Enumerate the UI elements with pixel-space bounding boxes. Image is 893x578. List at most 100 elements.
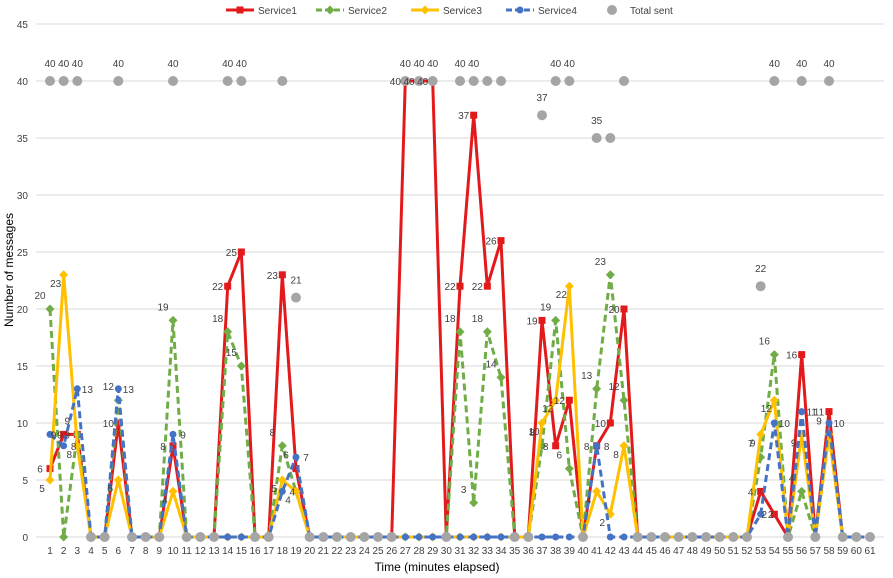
y-tick-label: 20 — [17, 305, 29, 316]
x-tick-label: 25 — [372, 546, 384, 557]
x-tick-label: 30 — [441, 546, 453, 557]
data-point-total-sent — [769, 76, 780, 86]
data-point-service1 — [798, 351, 806, 359]
data-label-service1: 26 — [485, 237, 497, 248]
data-label-total-sent: 40 — [44, 59, 56, 70]
data-label-service1: 10 — [595, 419, 607, 430]
x-tick-label: 28 — [413, 546, 425, 557]
x-tick-label: 29 — [427, 546, 439, 557]
data-label-total-sent: 40 — [564, 59, 576, 70]
data-point-service3 — [113, 475, 123, 485]
data-point-service1 — [456, 282, 464, 290]
data-label-service3: 5 — [108, 484, 114, 495]
y-tick-label: 30 — [17, 191, 29, 202]
x-tick-label: 40 — [577, 546, 589, 557]
data-label-service1: 10 — [103, 419, 115, 430]
legend-label-service3: Service3 — [443, 6, 482, 17]
y-tick-label: 25 — [17, 248, 29, 259]
legend-marker-service3 — [420, 5, 430, 15]
data-label-service3: 10 — [528, 427, 540, 438]
x-axis-title: Time (minutes elapsed) — [375, 560, 500, 574]
data-point-service4 — [224, 533, 232, 541]
legend-marker-total-sent — [607, 5, 617, 15]
data-label-total-sent: 35 — [591, 116, 603, 127]
data-point-service4 — [278, 487, 286, 495]
data-label-service3: 4 — [586, 495, 592, 506]
data-label-service3: 8 — [613, 450, 619, 461]
data-point-total-sent — [127, 532, 137, 542]
data-point-service2 — [236, 361, 246, 371]
data-point-service3 — [168, 486, 178, 496]
data-point-service4 — [552, 533, 560, 541]
x-tick-label: 26 — [386, 546, 398, 557]
data-point-service4 — [565, 533, 573, 541]
x-tick-label: 15 — [236, 546, 248, 557]
data-point-total-sent — [332, 532, 342, 542]
data-point-total-sent — [714, 532, 725, 542]
x-tick-label: 60 — [851, 546, 863, 557]
x-tick-label: 2 — [61, 546, 67, 557]
data-point-total-sent — [318, 532, 329, 542]
data-label-total-sent: 40 — [413, 59, 425, 70]
series-total-sent — [45, 76, 875, 542]
data-label-service4: 7 — [303, 453, 309, 464]
data-label-service3: 5 — [272, 484, 278, 495]
data-label-service1: 19 — [526, 316, 538, 327]
data-label-total-sent: 40 — [58, 59, 70, 70]
x-tick-label: 7 — [129, 546, 135, 557]
data-point-total-sent — [578, 532, 588, 542]
x-tick-label: 8 — [143, 546, 149, 557]
x-tick-label: 38 — [550, 546, 562, 557]
x-tick-label: 33 — [482, 546, 494, 557]
x-tick-label: 23 — [345, 546, 357, 557]
x-tick-label: 11 — [181, 546, 192, 557]
data-point-service3 — [756, 429, 766, 439]
series-line-service4 — [49, 387, 870, 539]
data-point-service2 — [482, 327, 492, 337]
data-label-total-sent: 37 — [536, 93, 548, 104]
data-label-service2: 12 — [608, 382, 620, 393]
data-label-service2: 6 — [283, 451, 289, 462]
y-tick-label: 0 — [22, 533, 28, 544]
x-tick-label: 49 — [700, 546, 712, 557]
data-label-service4: 4 — [290, 487, 296, 498]
x-tick-label: 27 — [400, 546, 412, 557]
data-point-service4 — [114, 385, 122, 393]
data-point-total-sent — [154, 532, 165, 542]
data-point-total-sent — [140, 532, 151, 542]
data-point-service1 — [224, 282, 232, 290]
data-label-total-sent: 21 — [290, 276, 302, 287]
x-tick-label: 6 — [116, 546, 122, 557]
data-point-total-sent — [181, 532, 192, 542]
x-tick-label: 34 — [495, 546, 507, 557]
x-tick-label: 14 — [222, 546, 234, 557]
x-tick-label: 16 — [249, 546, 261, 557]
x-tick-label: 22 — [331, 546, 343, 557]
data-point-service2 — [592, 384, 602, 394]
data-point-total-sent — [86, 532, 96, 542]
data-label-service1: 6 — [37, 465, 43, 476]
y-tick-label: 10 — [17, 419, 29, 430]
data-label-service4: 10 — [833, 419, 845, 430]
data-point-total-sent — [250, 532, 260, 542]
data-point-service2 — [168, 315, 178, 325]
series-layer — [45, 76, 875, 542]
data-label-service2: 23 — [595, 257, 607, 268]
x-tick-label: 35 — [509, 546, 521, 557]
legend-marker-service2 — [325, 5, 335, 15]
data-point-service4 — [825, 419, 833, 427]
data-point-total-sent — [660, 532, 670, 542]
data-point-total-sent — [468, 76, 479, 86]
data-label-service2: 19 — [540, 302, 552, 313]
data-point-service3 — [45, 475, 55, 485]
data-point-service4 — [456, 533, 464, 541]
data-label-service1: 9 — [51, 430, 57, 441]
data-point-service2 — [455, 327, 465, 337]
data-point-total-sent — [414, 76, 424, 86]
data-label-service1: 9 — [65, 430, 71, 441]
data-label-service4: 9 — [57, 430, 63, 441]
data-point-total-sent — [865, 532, 875, 542]
x-tick-label: 61 — [864, 546, 876, 557]
data-label-service2: 9 — [65, 416, 71, 427]
